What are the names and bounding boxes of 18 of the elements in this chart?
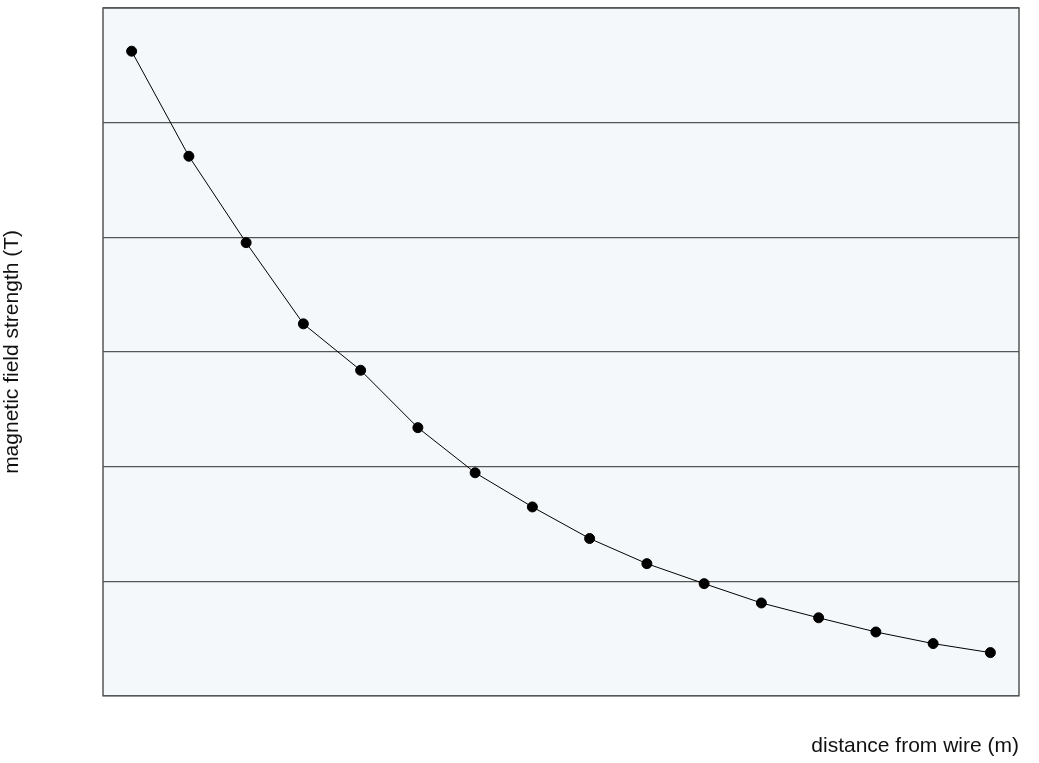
point [240, 237, 252, 249]
point [813, 612, 825, 624]
point [183, 150, 195, 162]
point [126, 45, 138, 57]
point [755, 597, 767, 609]
point [927, 638, 939, 650]
point [641, 558, 653, 570]
point [469, 467, 481, 479]
point [355, 364, 367, 376]
point [698, 578, 710, 590]
point [584, 533, 596, 545]
point [412, 422, 424, 434]
point [297, 318, 309, 330]
point [984, 647, 996, 659]
x-axis-title: distance from wire (m) [811, 733, 1019, 757]
point [870, 626, 882, 638]
point [526, 501, 538, 513]
y-axis-title: magnetic field strength (T) [0, 229, 23, 474]
